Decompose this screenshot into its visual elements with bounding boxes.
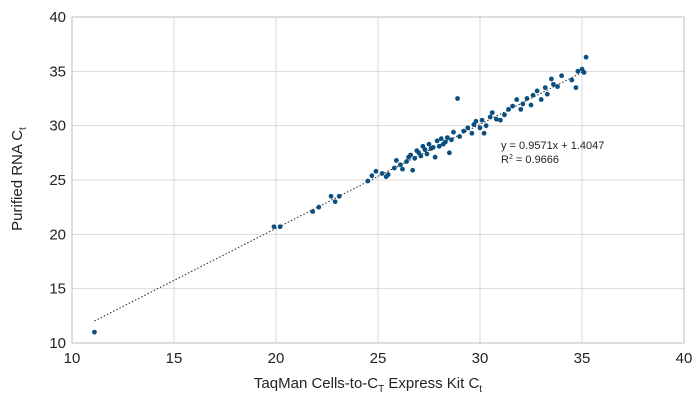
y-axis-title: Purified RNA Ct bbox=[9, 127, 29, 231]
data-point bbox=[438, 136, 444, 142]
y-tick-label: 15 bbox=[49, 281, 66, 298]
y-tick-label: 10 bbox=[49, 335, 66, 352]
data-point bbox=[544, 91, 550, 97]
data-point bbox=[430, 145, 436, 150]
data-point bbox=[400, 166, 405, 172]
data-point bbox=[410, 167, 416, 173]
data-point bbox=[418, 153, 424, 159]
r-squared-label: R2 = 0.9666 bbox=[501, 154, 559, 166]
data-point bbox=[422, 147, 428, 152]
data-point bbox=[451, 129, 456, 135]
data-point bbox=[555, 84, 560, 89]
data-point bbox=[506, 106, 511, 112]
data-point bbox=[434, 138, 440, 144]
data-point bbox=[447, 150, 452, 156]
data-point bbox=[432, 154, 438, 160]
data-point bbox=[534, 88, 540, 94]
data-point bbox=[336, 193, 342, 199]
data-point bbox=[328, 193, 334, 199]
data-point bbox=[455, 96, 460, 101]
data-point bbox=[502, 112, 507, 118]
data-point bbox=[316, 204, 322, 210]
data-point bbox=[424, 151, 430, 157]
data-point bbox=[524, 96, 530, 101]
data-point bbox=[483, 123, 489, 129]
data-point bbox=[461, 128, 467, 134]
x-tick-label: 25 bbox=[370, 350, 387, 367]
data-point bbox=[373, 168, 379, 174]
data-point bbox=[542, 85, 548, 91]
data-point bbox=[518, 106, 524, 112]
data-point bbox=[559, 73, 564, 79]
data-point bbox=[520, 101, 526, 107]
data-point bbox=[379, 171, 385, 176]
data-point bbox=[277, 224, 283, 230]
data-point bbox=[365, 178, 371, 184]
data-point bbox=[583, 54, 589, 60]
grid bbox=[71, 16, 685, 344]
x-axis-title: TaqMan Cells-to-CT Express Kit Ct bbox=[254, 375, 482, 394]
data-point bbox=[444, 135, 450, 141]
data-point bbox=[493, 116, 499, 122]
data-point bbox=[481, 130, 487, 136]
data-point bbox=[369, 173, 375, 179]
y-tick-label: 20 bbox=[49, 226, 66, 243]
data-point bbox=[569, 77, 575, 83]
data-point bbox=[528, 102, 534, 108]
trendline bbox=[94, 69, 587, 322]
data-point bbox=[412, 155, 418, 161]
trendline-equation: y = 0.9571x + 1.4047 bbox=[501, 140, 604, 152]
data-point bbox=[479, 117, 485, 123]
data-point bbox=[498, 117, 503, 123]
x-tick-label: 15 bbox=[166, 350, 183, 367]
data-point bbox=[404, 159, 409, 164]
data-point bbox=[573, 85, 579, 91]
data-point bbox=[442, 139, 448, 145]
data-point bbox=[549, 76, 554, 82]
data-point bbox=[551, 81, 556, 87]
data-point bbox=[465, 125, 471, 131]
x-tick-label: 35 bbox=[574, 350, 591, 367]
x-tick-label: 20 bbox=[268, 350, 285, 367]
data-point bbox=[408, 152, 414, 158]
data-point bbox=[310, 209, 316, 214]
data-point bbox=[449, 137, 454, 143]
x-tick-label: 30 bbox=[472, 350, 489, 367]
x-tick-label: 10 bbox=[64, 350, 81, 367]
data-point bbox=[469, 130, 475, 136]
data-point bbox=[489, 110, 495, 116]
data-point bbox=[530, 92, 536, 98]
data-point bbox=[581, 70, 587, 75]
data-point bbox=[398, 162, 403, 168]
data-point bbox=[514, 97, 520, 102]
data-point bbox=[575, 68, 581, 74]
data-point bbox=[271, 224, 277, 230]
trendline-line bbox=[94, 69, 587, 322]
x-tick-label: 40 bbox=[676, 350, 693, 367]
data-point bbox=[426, 141, 432, 147]
y-tick-label: 25 bbox=[49, 172, 66, 189]
data-point bbox=[487, 114, 493, 120]
y-tick-label: 40 bbox=[49, 9, 66, 26]
y-tick-label: 35 bbox=[49, 63, 66, 80]
plot-frame bbox=[71, 16, 685, 344]
data-point bbox=[510, 103, 516, 109]
data-point bbox=[391, 165, 397, 171]
data-point bbox=[457, 134, 462, 139]
data-point bbox=[393, 158, 399, 163]
data-points bbox=[92, 54, 589, 335]
y-tick-label: 30 bbox=[49, 118, 66, 135]
data-point bbox=[473, 118, 479, 124]
tick-labels: 10 15 20 25 30 35 40 10 15 20 25 30 35 40 bbox=[49, 9, 692, 367]
data-point bbox=[92, 329, 97, 335]
data-point bbox=[538, 97, 544, 102]
data-point bbox=[332, 199, 338, 205]
data-point bbox=[385, 172, 391, 177]
data-point bbox=[477, 125, 483, 131]
data-point bbox=[436, 143, 442, 149]
